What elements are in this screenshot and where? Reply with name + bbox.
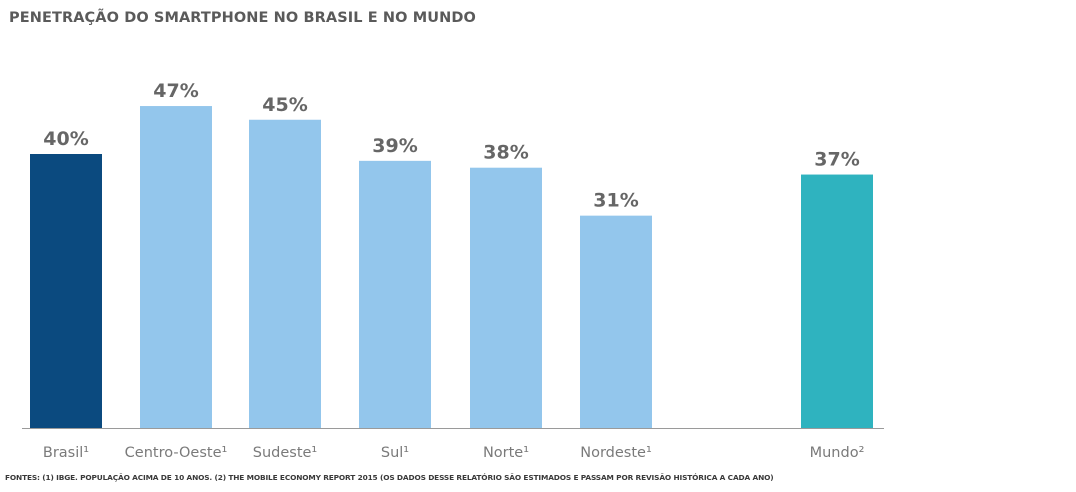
category-label-norte: Norte¹ <box>483 445 529 461</box>
category-label-centro-oeste: Centro-Oeste¹ <box>125 445 228 461</box>
category-label-brasil: Brasil¹ <box>43 445 89 461</box>
source-footnote: FONTES: (1) IBGE. POPULAÇÃO ACIMA DE 10 … <box>5 473 774 482</box>
category-label-sudeste: Sudeste¹ <box>253 445 318 461</box>
bar-sul <box>359 160 431 428</box>
category-label-sul: Sul¹ <box>381 445 409 461</box>
chart-title: PENETRAÇÃO DO SMARTPHONE NO BRASIL E NO … <box>9 10 476 26</box>
category-label-nordeste: Nordeste¹ <box>580 445 652 461</box>
bar-nordeste <box>580 215 652 428</box>
bar-norte <box>470 167 542 428</box>
bar-sudeste <box>249 119 321 428</box>
value-label-mundo: 37% <box>814 149 859 171</box>
bar-chart: 40% Brasil¹ 47% Centro-Oeste¹ 45% Sudeste¹ 39%… <box>22 80 884 461</box>
category-label-mundo: Mundo² <box>810 445 865 461</box>
value-label-centro-oeste: 47% <box>153 80 198 102</box>
value-label-sul: 39% <box>372 135 417 157</box>
bars-group: 40% Brasil¹ 47% Centro-Oeste¹ 45% Sudeste¹ 39%… <box>30 80 873 461</box>
value-label-nordeste: 31% <box>593 190 638 212</box>
value-label-sudeste: 45% <box>262 94 307 116</box>
value-label-norte: 38% <box>483 142 528 164</box>
bar-brasil <box>30 154 102 428</box>
value-label-brasil: 40% <box>43 128 88 150</box>
bar-centro-oeste <box>140 106 212 429</box>
bar-mundo <box>801 174 873 428</box>
